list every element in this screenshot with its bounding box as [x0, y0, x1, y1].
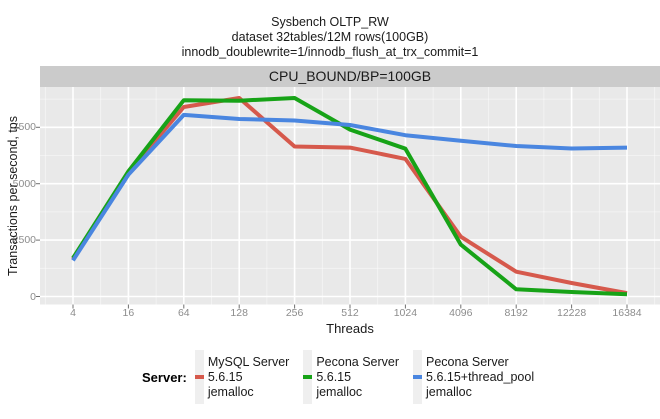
y-tick-label: 0	[30, 290, 36, 303]
x-tick-label: 16	[122, 307, 135, 319]
legend-label-line: jemalloc	[316, 384, 363, 399]
legend-items: MySQL Server 5.6.15 jemalloc Pecona Server 5…	[194, 350, 548, 404]
series-line-0	[71, 96, 628, 296]
y-tick-label: 5000	[12, 177, 36, 190]
chart-title-line2: dataset 32tables/12M rows(100GB)	[231, 30, 429, 44]
x-tick-label: 4096	[449, 307, 473, 319]
series-line-2	[71, 112, 628, 262]
legend-label-line: MySQL Server	[207, 354, 290, 369]
x-tick-label: 256	[285, 307, 304, 319]
x-tick-label: 128	[230, 307, 248, 319]
x-tick-label: 12228	[556, 307, 587, 319]
legend-item-label: Pecona Server 5.6.15 jemalloc	[316, 355, 399, 400]
legend-item-label: Pecona Server 5.6.15+thread_pool jemalloc	[426, 355, 534, 400]
legend-label-line: Pecona Server	[426, 354, 509, 369]
x-tick-label: 1024	[393, 307, 418, 319]
x-tick-label: 8192	[504, 307, 528, 319]
legend-key-line-icon	[303, 375, 313, 379]
x-tick-label: 4	[70, 307, 76, 319]
legend-title: Server:	[142, 369, 187, 385]
facet-strip-label: CPU_BOUND/BP=100GB	[40, 66, 660, 87]
legend-key-line-icon	[413, 375, 423, 379]
legend-key-swatch	[194, 350, 204, 404]
x-axis-title: Threads	[326, 321, 374, 336]
y-axis-title: Transactions per second, tps	[6, 115, 20, 277]
legend-key-swatch	[303, 350, 313, 404]
legend-item-label: MySQL Server 5.6.15 jemalloc	[208, 355, 290, 400]
legend-key-swatch	[413, 350, 423, 404]
legend: Server: MySQL Server 5.6.15 jemalloc Pecona…	[142, 350, 548, 404]
legend-item-0: MySQL Server 5.6.15 jemalloc	[194, 350, 290, 404]
legend-item-2: Pecona Server 5.6.15+thread_pool jemalloc	[413, 350, 534, 404]
legend-label-line: 5.6.15	[316, 369, 352, 384]
chart-title: Sysbench OLTP_RW dataset 32tables/12M ro…	[0, 15, 660, 60]
legend-key-line-icon	[194, 375, 204, 379]
x-tick-label: 16384	[612, 307, 642, 319]
chart-title-line3: innodb_doublewrite=1/innodb_flush_at_trx…	[181, 45, 479, 59]
legend-label-line: jemalloc	[426, 384, 472, 399]
y-tick-label: 2500	[12, 234, 36, 247]
legend-label-line: 5.6.15+thread_pool	[426, 369, 535, 384]
series-line-1	[71, 96, 628, 297]
legend-label-line: 5.6.15	[207, 369, 243, 384]
chart-title-line1: Sysbench OLTP_RW	[271, 15, 389, 29]
legend-item-1: Pecona Server 5.6.15 jemalloc	[303, 350, 399, 404]
legend-label-line: Pecona Server	[316, 354, 400, 369]
x-tick-label: 64	[177, 307, 190, 319]
legend-label-line: jemalloc	[207, 384, 254, 399]
x-tick-label: 512	[341, 307, 359, 319]
y-tick-label: 7500	[12, 121, 36, 134]
